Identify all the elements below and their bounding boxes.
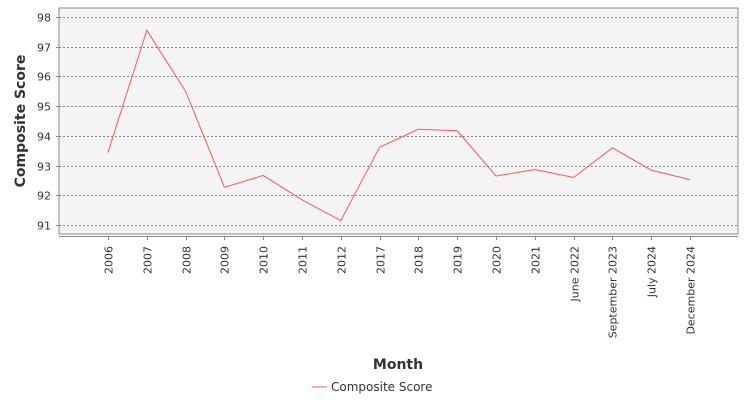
data-point xyxy=(339,219,343,223)
x-tick-label: 2012 xyxy=(336,246,349,274)
plot-background xyxy=(59,8,738,234)
y-tick-label: 97 xyxy=(37,42,51,55)
data-point xyxy=(184,89,188,93)
y-tick-label: 91 xyxy=(37,220,51,233)
legend: Composite Score xyxy=(312,380,432,394)
series-line-composite-score xyxy=(107,29,691,222)
data-point xyxy=(300,198,304,202)
y-tick-label: 95 xyxy=(37,101,51,114)
legend-label-composite-score: Composite Score xyxy=(331,380,432,394)
data-point xyxy=(649,168,653,172)
x-tick-label: 2021 xyxy=(530,246,543,274)
data-point xyxy=(494,174,498,178)
x-axis-ticks: 2006 2007 2008 2009 2010 2011 2012 2017 2018 2019… xyxy=(103,236,698,338)
data-point xyxy=(378,145,382,149)
x-tick-label: 2011 xyxy=(297,246,310,274)
y-tick-label: 93 xyxy=(37,161,51,174)
x-tick-label: 2017 xyxy=(375,246,388,274)
data-point xyxy=(106,150,110,154)
x-tick-label: 2020 xyxy=(491,246,504,274)
x-tick-label: 2019 xyxy=(452,246,465,274)
y-tick-label: 92 xyxy=(37,190,51,203)
x-tick-label: 2008 xyxy=(181,246,194,274)
x-tick-label: 2006 xyxy=(103,246,116,274)
grid-lines xyxy=(59,17,738,226)
y-tick-label: 98 xyxy=(37,12,51,25)
data-point xyxy=(222,185,226,189)
x-tick-label: 2007 xyxy=(142,246,155,274)
data-point xyxy=(261,173,265,177)
x-tick-label: 2018 xyxy=(413,246,426,274)
series-group xyxy=(106,28,692,223)
data-point xyxy=(416,127,420,131)
plot-border xyxy=(58,7,739,235)
y-tick-label: 94 xyxy=(37,131,51,144)
y-axis-ticks: 91 92 93 94 95 96 97 98 xyxy=(37,12,59,233)
y-axis-title: Composite Score xyxy=(13,55,29,188)
x-tick-label: 2009 xyxy=(219,246,232,274)
data-point xyxy=(572,176,576,180)
x-tick-label: December 2024 xyxy=(685,246,698,335)
x-tick-label: July 2024 xyxy=(646,246,659,298)
x-tick-label: 2010 xyxy=(258,246,271,274)
data-point xyxy=(610,146,614,150)
data-point xyxy=(455,129,459,133)
x-axis-title: Month xyxy=(373,357,423,373)
y-tick-label: 96 xyxy=(37,71,51,84)
data-point xyxy=(145,28,149,32)
data-point xyxy=(533,168,537,172)
x-tick-label: September 2023 xyxy=(607,246,620,338)
x-tick-label: June 2022 xyxy=(569,246,582,302)
data-point xyxy=(688,178,692,182)
